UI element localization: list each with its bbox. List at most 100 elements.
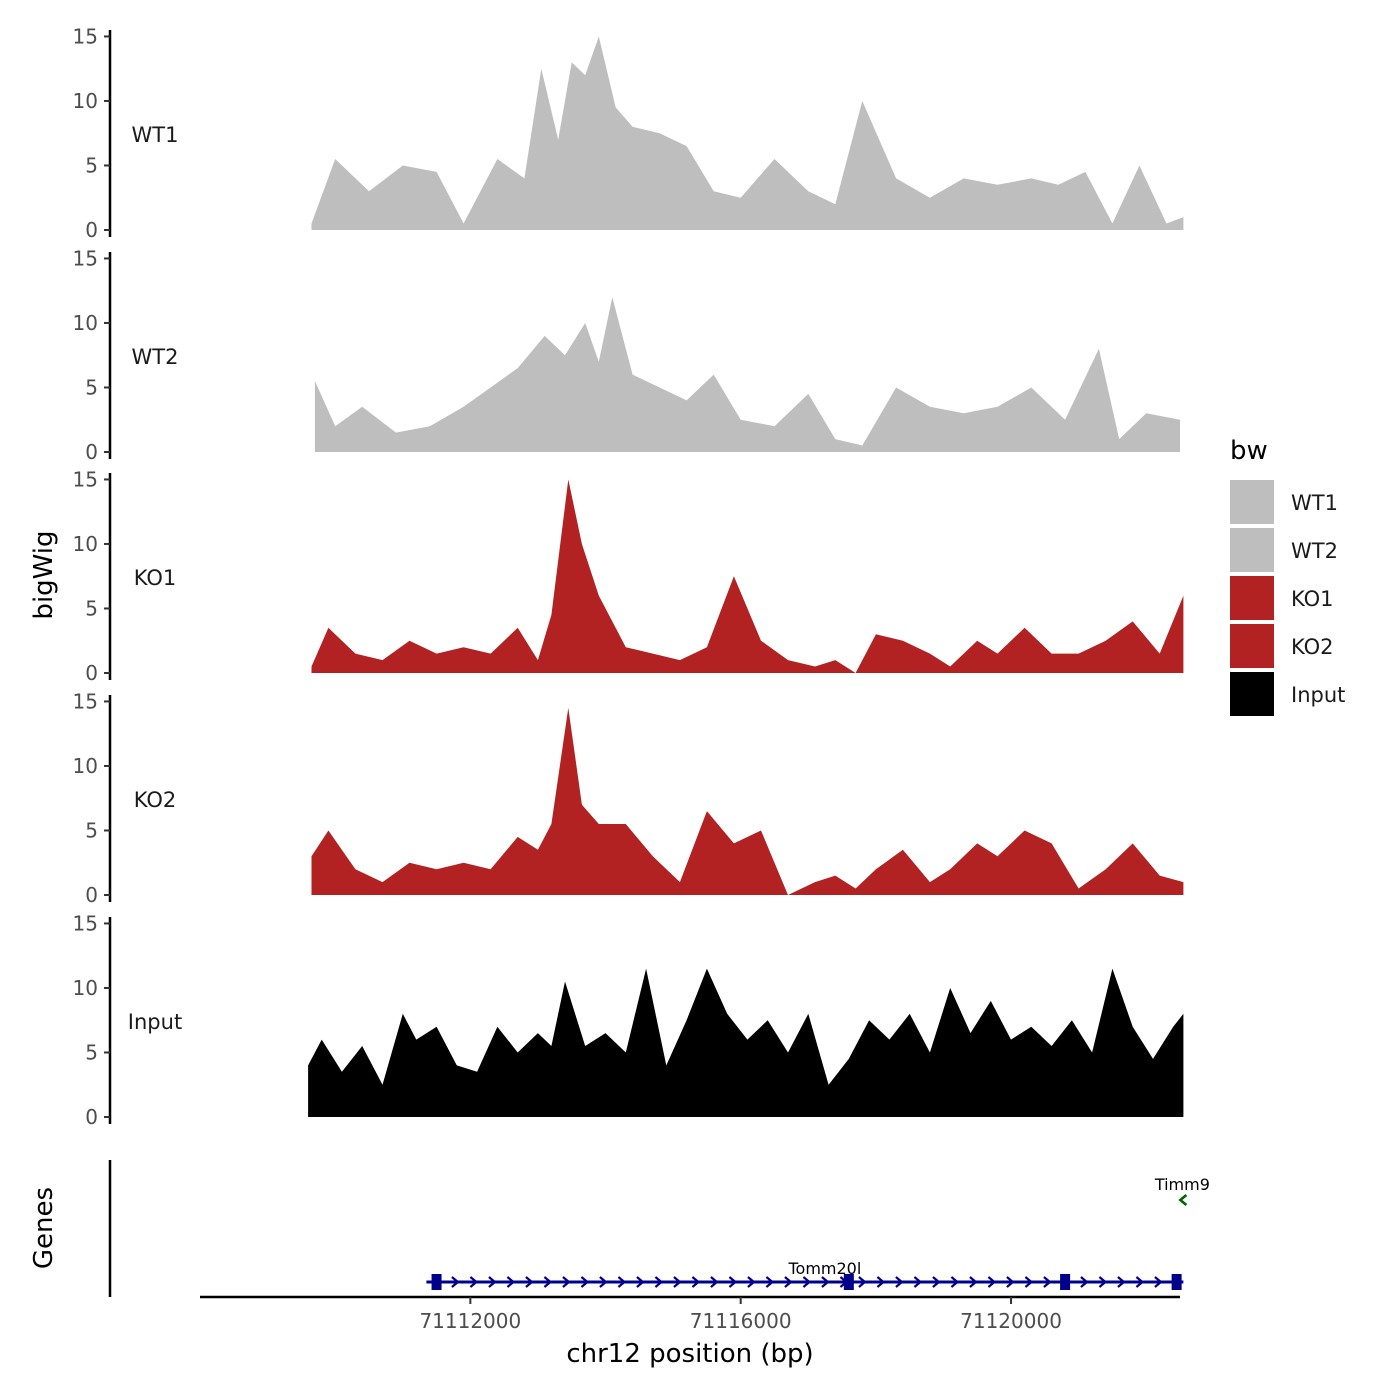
legend-label: WT1 [1291,491,1338,515]
legend-label: KO2 [1291,635,1334,659]
track-label: KO1 [134,566,177,590]
strand-arrow [1024,1276,1034,1288]
track-ko2: 0 5 10 15 KO2 [73,689,1184,907]
strand-arrow [987,1276,997,1288]
strand-arrow [525,1276,534,1288]
legend-item-ko1: KO1 [1230,576,1334,620]
y-tick-label: 0 [85,1105,98,1129]
track-label: KO2 [134,788,177,812]
strand-arrow [1178,1194,1188,1206]
strand-arrow [802,1276,812,1288]
legend-swatch [1230,528,1274,572]
strand-arrow [469,1276,479,1288]
y-axis-title: bigWig [29,530,59,619]
legend-item-ko2: KO2 [1230,624,1334,668]
x-tick-label: 71112000 [419,1309,521,1333]
y-tick-label: 15 [73,24,98,48]
y-tick-label: 5 [85,1040,98,1064]
gene-label: Tomm20l [787,1259,861,1278]
legend-swatch [1230,672,1274,716]
strand-arrow [1006,1276,1015,1288]
legend-swatch [1230,624,1274,668]
x-tick-label: 71116000 [690,1309,792,1333]
track-area-ko2 [311,707,1184,895]
strand-arrow [599,1276,608,1288]
y-tick-label: 15 [73,467,98,491]
strand-arrow [969,1276,978,1288]
track-wt2: 0 5 10 15 WT2 [73,246,1180,464]
track-label: WT2 [132,345,179,369]
exon [1171,1274,1182,1290]
legend: WT1 WT2 KO1 KO2 Input [1230,480,1345,716]
track-ko1: 0 5 10 15 KO1 [73,467,1184,685]
strand-arrow [1135,1276,1145,1288]
strand-arrow [765,1276,775,1288]
strand-arrow [1098,1276,1108,1288]
y-tick-label: 10 [73,89,98,113]
track-area-wt2 [314,297,1180,452]
strand-arrow [784,1276,793,1288]
y-tick-label: 10 [73,532,98,556]
strand-arrow [488,1276,497,1288]
genes-axis-title: Genes [29,1187,59,1269]
y-tick-label: 10 [73,976,98,1000]
y-tick-label: 0 [85,440,98,464]
exon [431,1274,442,1290]
strand-arrow [451,1276,460,1288]
strand-arrow [673,1276,682,1288]
strand-arrow [636,1276,645,1288]
gene-tomm20l: Tomm20l [426,1259,1184,1290]
legend-item-wt1: WT1 [1230,480,1338,524]
strand-arrow [950,1276,960,1288]
legend-swatch [1230,576,1274,620]
legend-swatch [1230,480,1274,524]
exon [1060,1274,1071,1290]
strand-arrow [913,1276,923,1288]
y-tick-label: 10 [73,754,98,778]
x-axis-title: chr12 position (bp) [566,1339,813,1369]
strand-arrow [821,1276,830,1288]
strand-arrow [562,1276,571,1288]
strand-arrow [543,1276,553,1288]
track-input: 0 5 10 15 Input [73,911,1184,1129]
genes-layer: Tomm20l Timm9 [108,1160,1210,1297]
y-tick-label: 0 [85,218,98,242]
strand-arrow [1154,1276,1163,1288]
y-tick-label: 5 [85,375,98,399]
x-tick-label: 71120000 [960,1309,1062,1333]
strand-arrow [876,1276,886,1288]
tracks-layer: 0 5 10 15 WT1 0 5 10 15 WT2 0 5 10 15 KO1 0 5 10 15 KO2 0 5 10… [73,24,1184,1129]
strand-arrow [710,1276,719,1288]
y-tick-label: 15 [73,911,98,935]
strand-arrow [691,1276,701,1288]
strand-arrow [654,1276,664,1288]
strand-arrow [580,1276,590,1288]
strand-arrow [1080,1276,1089,1288]
strand-arrow [617,1276,627,1288]
y-tick-label: 15 [73,689,98,713]
y-tick-label: 5 [85,818,98,842]
legend-label: Input [1291,683,1345,707]
y-tick-label: 0 [85,661,98,685]
strand-arrow [747,1276,756,1288]
gene-label: Timm9 [1154,1175,1210,1194]
legend-item-input: Input [1230,672,1345,716]
legend-label: KO1 [1291,587,1334,611]
exon [843,1274,854,1290]
track-area-wt1 [311,36,1184,230]
legend-item-wt2: WT2 [1230,528,1338,572]
y-tick-label: 5 [85,596,98,620]
track-area-ko1 [311,479,1184,673]
strand-arrow [1043,1276,1052,1288]
strand-arrow [506,1276,516,1288]
strand-arrow [932,1276,941,1288]
strand-arrow [858,1276,867,1288]
strand-arrow [728,1276,738,1288]
track-area-input [308,968,1184,1117]
track-wt1: 0 5 10 15 WT1 [73,24,1184,242]
strand-arrow [895,1276,904,1288]
y-tick-label: 5 [85,153,98,177]
y-tick-label: 10 [73,311,98,335]
x-axis: 71112000 71116000 71120000 [200,1295,1180,1333]
